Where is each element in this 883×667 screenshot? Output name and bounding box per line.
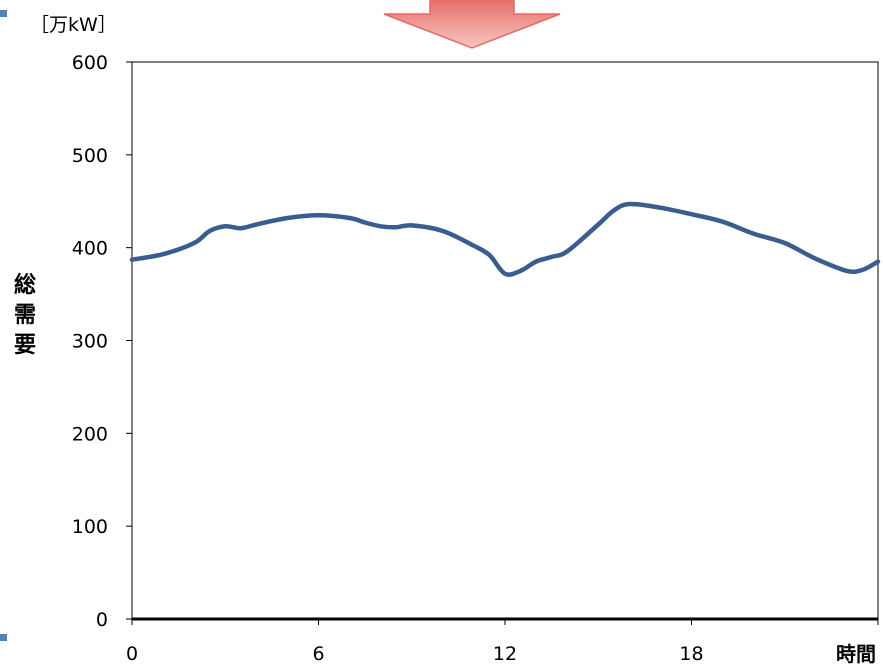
plot-area — [131, 61, 879, 620]
down-arrow-icon — [383, 0, 561, 49]
y-axis-title: 総 需 要 — [14, 272, 36, 358]
x-axis-title: 時間 — [836, 642, 876, 666]
y-tick-label: 500 — [72, 145, 108, 167]
series-line-total-demand — [129, 201, 881, 277]
y-tick-label: 200 — [72, 423, 108, 445]
y-tick-label: 100 — [72, 516, 108, 538]
x-tick-label: 12 — [493, 643, 517, 665]
y-tick-label: 0 — [96, 609, 108, 631]
x-tick-label: 18 — [679, 643, 703, 665]
slide-bullet-marker-bottom — [0, 634, 7, 641]
x-axis: 0 6 12 18 — [126, 619, 879, 665]
y-tick-label: 300 — [72, 331, 108, 353]
y-axis: 0 100 200 300 400 500 600 — [72, 52, 132, 631]
y-tick-label: 600 — [72, 52, 108, 74]
unit-label: ［万kW］ — [30, 14, 117, 36]
svg-text:総: 総 — [14, 272, 36, 298]
x-tick-label: 0 — [126, 643, 138, 665]
y-tick-label: 400 — [72, 238, 108, 260]
slide-bullet-marker-top — [0, 10, 7, 17]
x-tick-label: 6 — [312, 643, 324, 665]
svg-text:需: 需 — [14, 303, 36, 328]
svg-text:要: 要 — [14, 333, 36, 358]
